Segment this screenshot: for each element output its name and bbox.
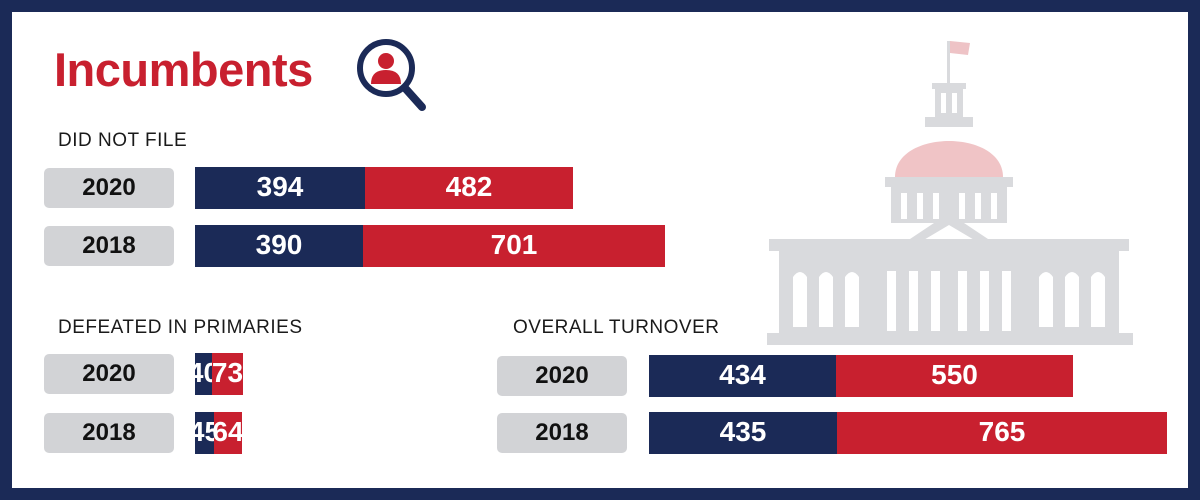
magnifier-person-icon (357, 39, 426, 111)
defeated-in-primaries-year-label: 2020 (44, 354, 174, 394)
did-not-file-bar-red: 482 (365, 167, 573, 209)
capitol-building-icon (767, 41, 1133, 345)
bar-value-label: 394 (256, 171, 304, 202)
defeated-in-primaries-bar-navy: 40 (188, 353, 219, 395)
did-not-file-bar-navy: 390 (195, 225, 363, 267)
page-title: Incumbents (54, 43, 313, 96)
bar-value-label: 701 (490, 229, 538, 260)
defeated-in-primaries-label: DEFEATED IN PRIMARIES (58, 317, 303, 338)
bar-value-label: 435 (719, 416, 767, 447)
overall-turnover-bar-navy: 434 (649, 355, 836, 397)
overall-turnover-label: OVERALL TURNOVER (513, 317, 720, 338)
overall-turnover-bar-red: 765 (837, 412, 1167, 454)
bar-value-label: 550 (931, 359, 978, 390)
defeated-in-primaries-year-label: 2018 (44, 413, 174, 453)
overall-turnover-bar-red: 550 (836, 355, 1073, 397)
defeated-in-primaries-bar-red: 73 (212, 353, 243, 395)
bar-value-label: 390 (255, 229, 303, 260)
did-not-file-year-label: 2018 (44, 226, 174, 266)
bar-value-label: 73 (211, 357, 244, 388)
did-not-file-bar-red: 701 (363, 225, 665, 267)
overall-turnover-bar-navy: 435 (649, 412, 837, 454)
bar-value-label: 765 (978, 416, 1026, 447)
defeated-in-primaries-bar-navy: 45 (189, 412, 220, 454)
overall-turnover-year-label: 2018 (497, 413, 627, 453)
bar-value-label: 482 (445, 171, 493, 202)
overall-turnover-year-label: 2020 (497, 356, 627, 396)
infographic-frame: Incumbents DID NOT FILE 2020 394 482 2018 390… (12, 12, 1188, 488)
bar-value-label: 434 (719, 359, 766, 390)
did-not-file-label: DID NOT FILE (58, 130, 188, 151)
did-not-file-bar-navy: 394 (195, 167, 365, 209)
defeated-in-primaries-bar-red: 64 (212, 412, 244, 454)
did-not-file-year-label: 2020 (44, 168, 174, 208)
bar-value-label: 64 (212, 416, 244, 447)
